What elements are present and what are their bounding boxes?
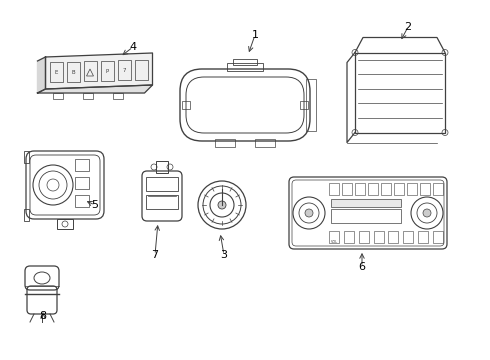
Bar [359,231,368,243]
Bar [83,61,97,81]
Bar [215,139,235,147]
Text: 4: 4 [129,42,137,52]
Bar [82,93,93,99]
Bar [329,183,339,195]
Text: 8: 8 [39,311,47,321]
Bar [389,231,398,243]
Ellipse shape [218,201,226,209]
Bar [100,60,114,81]
Bar [146,177,178,191]
Bar [182,101,190,109]
Bar [134,59,147,80]
Text: 6: 6 [359,262,366,272]
Bar [306,79,316,131]
Text: 7: 7 [122,68,126,73]
Bar [403,231,413,243]
Bar [420,183,430,195]
Bar [300,101,308,109]
Bar [24,209,29,221]
Bar [418,231,428,243]
Bar [52,93,63,99]
Bar [433,183,443,195]
Bar [146,195,178,209]
Polygon shape [38,57,46,93]
Text: 3: 3 [220,250,227,260]
Ellipse shape [423,209,431,217]
Bar [331,209,401,223]
Bar [156,161,168,173]
Bar [49,62,63,82]
Text: E: E [54,71,58,76]
Bar [342,183,352,195]
Bar [118,60,130,80]
Text: 2: 2 [404,22,412,32]
Bar [227,63,263,71]
Bar [233,59,257,65]
Bar [331,199,401,207]
Text: 5: 5 [92,200,98,210]
Bar [368,183,378,195]
Bar [407,183,417,195]
Bar [355,53,445,132]
Bar [75,159,89,171]
Bar [373,231,384,243]
Bar [75,177,89,189]
Bar [381,183,391,195]
Bar [67,62,79,81]
Bar [433,231,443,243]
Text: 1: 1 [251,30,259,40]
Bar [24,151,29,163]
Bar [57,219,73,229]
Text: P: P [105,69,109,74]
Bar [255,139,275,147]
Bar [344,231,354,243]
Bar [355,183,365,195]
Bar [75,195,89,207]
Bar [113,93,122,99]
Polygon shape [38,85,152,93]
Polygon shape [46,53,152,89]
Ellipse shape [305,209,313,217]
Text: 7: 7 [151,250,159,260]
Text: VOL: VOL [331,240,338,244]
Bar [394,183,404,195]
Text: B: B [71,70,75,75]
Bar [329,231,339,243]
